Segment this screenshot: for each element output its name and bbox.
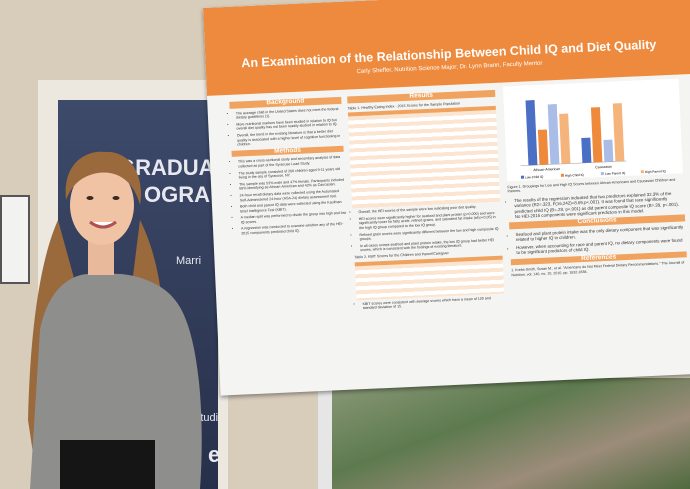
banner-text: OGRA <box>144 182 210 207</box>
bar <box>590 107 603 163</box>
bar <box>603 139 614 162</box>
bar <box>559 113 571 164</box>
group-label: Caucasian <box>595 165 612 170</box>
person <box>28 151 202 489</box>
bullet-list: Overall, the HEI scores of the sample we… <box>352 204 502 253</box>
frame-picture <box>0 195 30 284</box>
legend-label: High Parent IQ <box>645 169 667 174</box>
hair <box>65 151 141 205</box>
right-column: African-American Caucasian Low Child IQ H… <box>502 78 688 277</box>
group-label: African-American <box>533 167 560 172</box>
banner-text: Marri <box>176 255 202 267</box>
table <box>354 255 505 300</box>
middle-column: Results Table 1. Healthy Eating Index - … <box>347 87 505 313</box>
bar <box>537 129 549 165</box>
banner-text: edu <box>208 442 218 467</box>
table <box>347 106 501 209</box>
sweater <box>30 273 202 489</box>
legend-label: Low Child IQ <box>525 175 544 180</box>
legend-swatch <box>640 170 644 174</box>
bullet-list: This was a cross-sectional study and sec… <box>232 155 347 236</box>
legend-swatch <box>560 173 565 177</box>
bullet: Overall, the trend in the existing liter… <box>237 129 344 148</box>
left-column: BackgroundThe average child in the Unite… <box>229 94 347 239</box>
bullet-list: The average child in the United States d… <box>230 106 344 147</box>
face <box>70 165 134 245</box>
easel-post <box>318 370 332 489</box>
skirt <box>60 440 155 489</box>
eye <box>86 196 94 200</box>
campus-photo <box>330 378 690 489</box>
legend-label: High Child IQ <box>565 173 585 178</box>
bar <box>525 100 538 166</box>
bar <box>581 137 592 163</box>
legend: Low Child IQ High Child IQ Low Parent IQ Hi… <box>520 169 667 180</box>
smile <box>89 220 117 229</box>
poster: An Examination of the Relationship Betwe… <box>203 0 690 396</box>
legend-label: Low Parent IQ <box>605 171 626 176</box>
bar <box>547 104 560 165</box>
figure: African-American Caucasian Low Child IQ H… <box>502 78 683 182</box>
legend-swatch <box>600 171 604 176</box>
legend-swatch <box>520 175 525 179</box>
eye <box>112 196 120 200</box>
bullet: A regression was conducted to examine wh… <box>241 222 347 236</box>
bar <box>612 103 625 162</box>
